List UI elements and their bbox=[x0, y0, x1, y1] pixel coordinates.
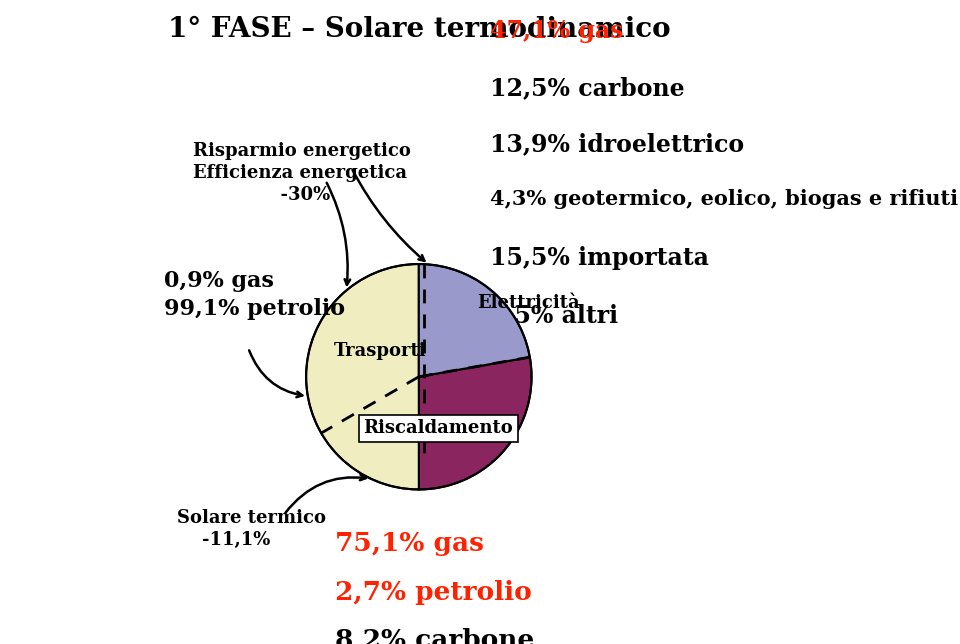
Text: 2,7% petrolio: 2,7% petrolio bbox=[335, 580, 532, 605]
Text: 8,2% carbone: 8,2% carbone bbox=[335, 628, 535, 644]
Text: 15,5% importata: 15,5% importata bbox=[490, 246, 708, 270]
Text: Trasporti: Trasporti bbox=[334, 342, 426, 360]
Text: 4,3% geotermico, eolico, biogas e rifiuti: 4,3% geotermico, eolico, biogas e rifiut… bbox=[490, 189, 958, 209]
Text: Solare termico
    -11,1%: Solare termico -11,1% bbox=[178, 509, 326, 549]
Text: Riscaldamento: Riscaldamento bbox=[363, 419, 513, 437]
Text: 75,1% gas: 75,1% gas bbox=[335, 531, 484, 556]
Text: 47,1% gas: 47,1% gas bbox=[490, 19, 623, 43]
Text: Risparmio energetico
Efficienza energetica
              -30%: Risparmio energetico Efficienza energeti… bbox=[193, 142, 411, 204]
Text: 0,9% gas
99,1% petrolio: 0,9% gas 99,1% petrolio bbox=[164, 270, 346, 319]
Text: 1° FASE – Solare termodinamico: 1° FASE – Solare termodinamico bbox=[168, 16, 670, 43]
Text: 12,5% carbone: 12,5% carbone bbox=[490, 76, 684, 100]
Polygon shape bbox=[306, 264, 419, 489]
Text: Elettricità: Elettricità bbox=[477, 294, 580, 312]
Text: 13,9% idroelettrico: 13,9% idroelettrico bbox=[490, 133, 744, 156]
Text: 5,5% altri: 5,5% altri bbox=[490, 303, 618, 327]
Polygon shape bbox=[419, 264, 530, 377]
Polygon shape bbox=[419, 357, 532, 489]
